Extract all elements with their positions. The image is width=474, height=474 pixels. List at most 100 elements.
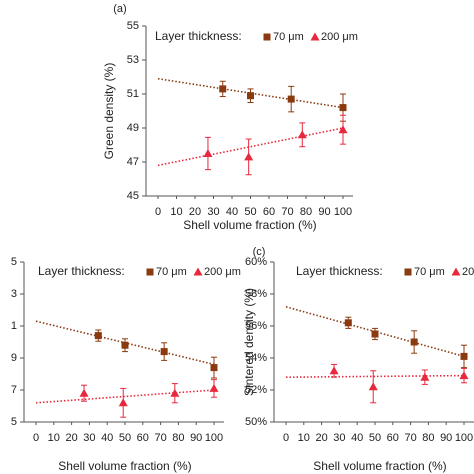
x-tick-label: 100 — [455, 432, 473, 444]
marker — [210, 364, 218, 372]
y-tick-label: 51 — [127, 88, 139, 100]
y-tick-label: 60% — [245, 256, 267, 268]
x-axis-label: Shell volume fraction (%) — [313, 459, 446, 473]
marker — [219, 85, 227, 93]
marker — [203, 149, 213, 157]
x-axis-label: Shell volume fraction (%) — [58, 459, 191, 473]
legend-label: 70 μm — [414, 266, 445, 278]
x-tick-label: 60 — [263, 206, 275, 218]
y-tick-label: 5 — [11, 416, 17, 428]
legend-label: 70 μm — [273, 31, 304, 43]
legend-label: 70 μm — [156, 266, 187, 278]
panel-label: (c) — [253, 246, 266, 258]
trend-line — [35, 389, 215, 404]
y-tick-label: 7 — [11, 384, 17, 396]
panel-label: (a) — [113, 3, 126, 15]
y-tick-label: 54% — [245, 352, 267, 364]
x-tick-label: 80 — [300, 206, 312, 218]
x-tick-label: 50 — [119, 432, 131, 444]
marker — [338, 125, 348, 134]
y-tick-label: 5 — [11, 256, 17, 268]
x-tick-label: 30 — [83, 432, 95, 444]
y-tick-label: 58% — [245, 288, 267, 300]
marker — [79, 388, 89, 397]
marker — [368, 382, 378, 391]
y-tick-label: 50% — [245, 416, 267, 428]
y-tick-label: 9 — [11, 352, 17, 364]
legend-marker — [310, 32, 320, 41]
marker — [339, 104, 347, 112]
marker — [371, 330, 379, 338]
x-tick-label: 90 — [318, 206, 330, 218]
marker — [247, 92, 254, 100]
x-tick-label: 70 — [281, 206, 293, 218]
y-tick-label: 3 — [11, 288, 17, 300]
x-tick-label: 0 — [283, 432, 289, 444]
marker — [209, 383, 219, 392]
legend-label: 200 μm — [462, 266, 474, 278]
marker — [329, 366, 339, 375]
y-tick-label: 45 — [127, 190, 139, 202]
x-tick-label: 80 — [422, 432, 434, 444]
legend-title: Layer thickness: — [296, 264, 383, 278]
marker — [118, 398, 128, 407]
legend-marker — [146, 268, 154, 276]
x-tick-label: 20 — [189, 206, 201, 218]
legend-label: 200 μm — [321, 31, 358, 43]
legend-label: 200 μm — [204, 266, 241, 278]
x-tick-label: 50 — [244, 206, 256, 218]
marker — [244, 152, 254, 161]
x-tick-label: 70 — [404, 432, 416, 444]
x-tick-label: 40 — [101, 432, 113, 444]
x-tick-label: 100 — [205, 432, 223, 444]
y-axis-label: Sintered density (%) — [242, 288, 256, 396]
x-tick-label: 20 — [315, 432, 327, 444]
marker — [459, 371, 469, 380]
y-tick-label: 56% — [245, 320, 267, 332]
x-tick-label: 70 — [154, 432, 166, 444]
trend-line — [285, 374, 465, 378]
legend-marker — [263, 33, 271, 41]
x-tick-label: 10 — [170, 206, 182, 218]
marker — [420, 372, 430, 381]
marker — [287, 95, 295, 103]
x-tick-label: 60 — [387, 432, 399, 444]
marker — [410, 338, 418, 346]
marker — [344, 319, 352, 327]
marker — [297, 130, 307, 139]
y-tick-label: 52% — [245, 384, 267, 396]
legend-marker — [404, 268, 412, 276]
x-tick-label: 40 — [226, 206, 238, 218]
x-tick-label: 40 — [351, 432, 363, 444]
y-axis-label: Green density (%) — [102, 63, 116, 160]
legend-marker — [451, 267, 461, 276]
x-axis-label: Shell volume fraction (%) — [183, 218, 316, 232]
x-tick-label: 100 — [334, 206, 352, 218]
x-tick-label: 0 — [33, 432, 39, 444]
x-tick-label: 10 — [298, 432, 310, 444]
x-tick-label: 90 — [190, 432, 202, 444]
x-tick-label: 20 — [65, 432, 77, 444]
marker — [160, 348, 168, 356]
y-tick-label: 47 — [127, 156, 139, 168]
legend-marker — [193, 267, 203, 276]
y-tick-label: 53 — [127, 54, 139, 66]
marker — [121, 341, 129, 349]
x-tick-label: 30 — [333, 432, 345, 444]
marker — [94, 332, 102, 340]
x-tick-label: 90 — [440, 432, 452, 444]
y-tick-label: 55 — [127, 20, 139, 32]
marker — [460, 352, 468, 360]
x-tick-label: 10 — [48, 432, 60, 444]
legend-title: Layer thickness: — [38, 264, 125, 278]
marker — [170, 388, 180, 397]
y-tick-label: 1 — [11, 320, 17, 332]
legend-title: Layer thickness: — [155, 29, 242, 43]
y-tick-label: 49 — [127, 122, 139, 134]
x-tick-label: 30 — [207, 206, 219, 218]
x-tick-label: 50 — [369, 432, 381, 444]
x-tick-label: 60 — [137, 432, 149, 444]
x-tick-label: 80 — [172, 432, 184, 444]
x-tick-label: 0 — [155, 206, 161, 218]
